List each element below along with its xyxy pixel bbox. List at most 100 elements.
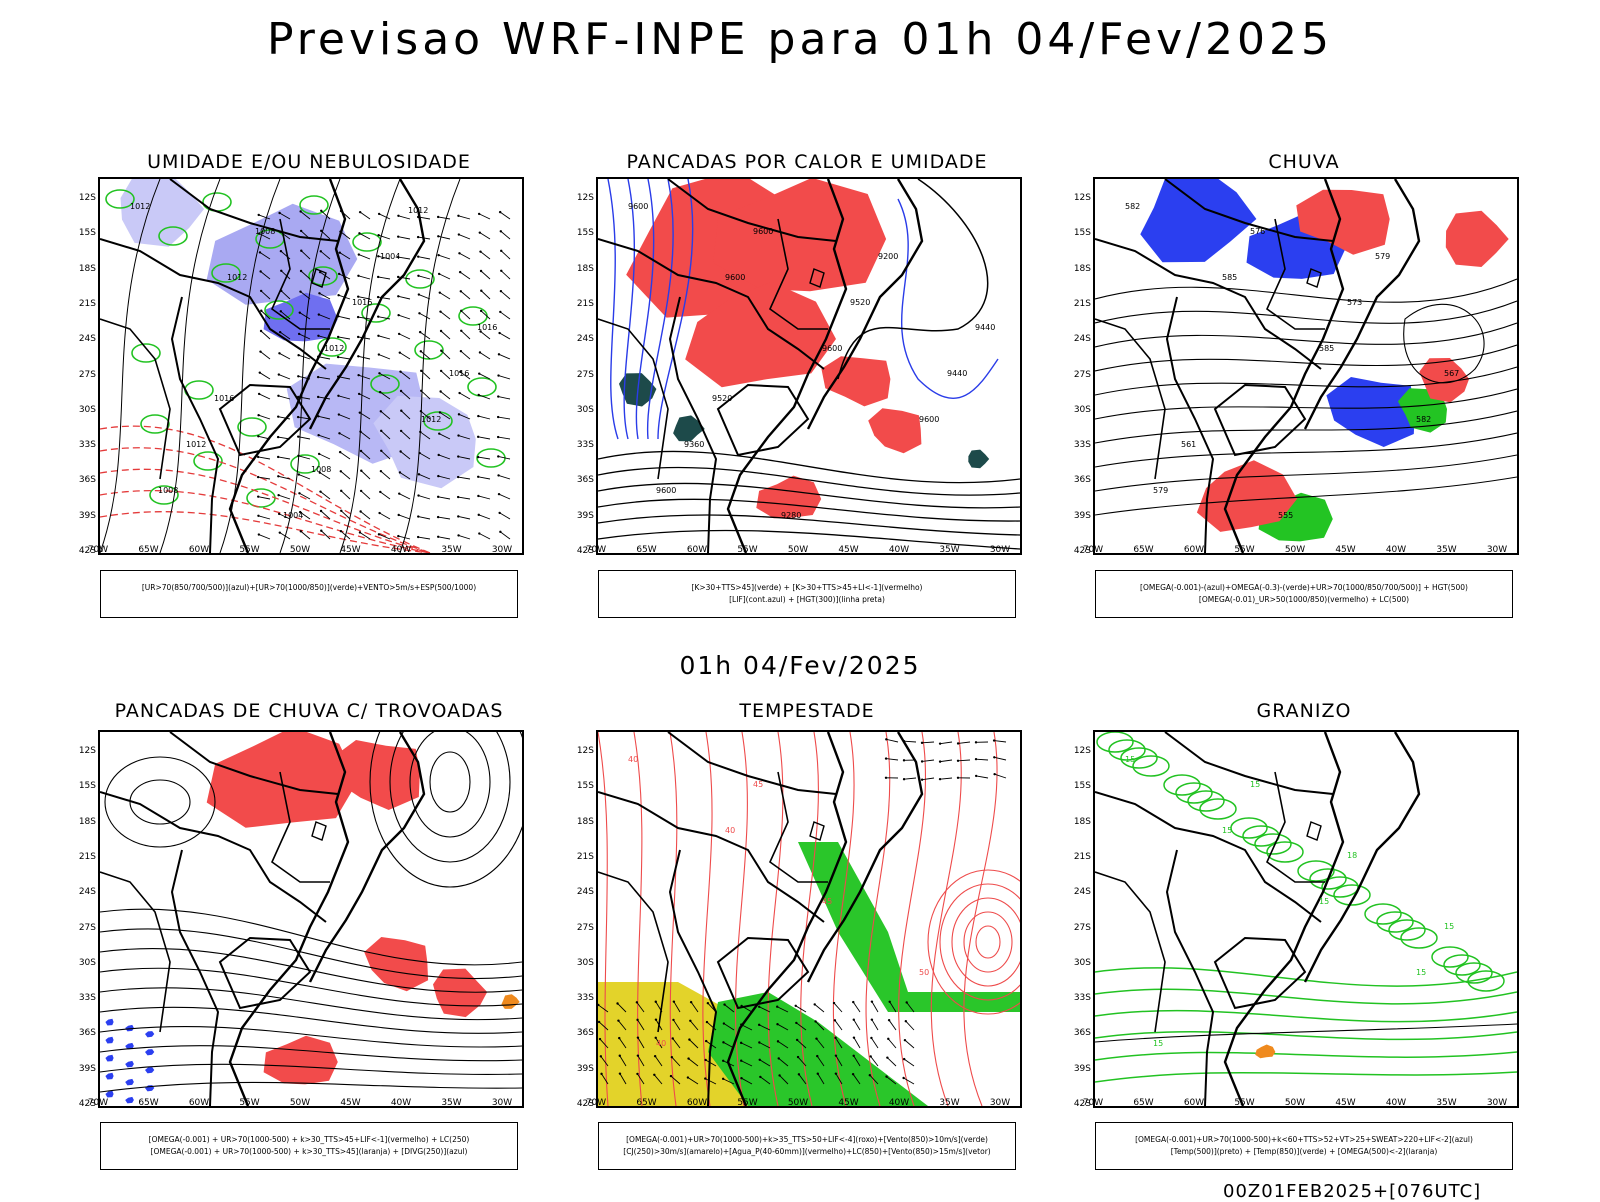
streamline-vortex (105, 757, 215, 847)
wind-vector (853, 1002, 860, 1012)
wind-vector (815, 1004, 824, 1012)
lat-tick-label: 36S (1061, 1028, 1091, 1038)
border-west (1165, 732, 1333, 794)
wind-arrow-head (459, 271, 461, 273)
wind-arrow (419, 295, 430, 299)
divergence-blue-fill (145, 1067, 154, 1073)
contour-label: 1016 (477, 323, 497, 332)
legend-line: [OMEGA(-0.001)+UR>70(1000-500)+k>35_TTS>… (599, 1134, 1015, 1146)
wind-vector-head (870, 1037, 872, 1039)
wind-arrow (338, 337, 350, 339)
wind-arrow-head (338, 432, 340, 434)
wind-vector-head (886, 1056, 888, 1058)
lon-tick-label: 55W (733, 1098, 763, 1108)
lon-tick-label: 30W (1482, 545, 1512, 555)
wind-arrow (259, 394, 270, 399)
wind-arrow-head (440, 350, 442, 352)
lat-tick-label: 36S (66, 475, 96, 485)
wind-arrow-head (380, 410, 382, 412)
wind-vector-head (776, 1023, 778, 1025)
wind-arrow (418, 537, 430, 539)
wind-vector (994, 757, 1006, 760)
legend-line: [CJ(250)>30m/s](amarelo)+[Agua_P(40-60mm… (599, 1146, 1015, 1158)
run-footer: 00Z01FEB2025+[076UTC] (1223, 1181, 1481, 1202)
wind-vector-head (885, 1075, 887, 1077)
wind-vector-head (636, 1001, 638, 1003)
wind-arrow-head (359, 531, 361, 533)
lon-tick-label: 35W (1432, 1098, 1462, 1108)
wind-vector-head (777, 1040, 779, 1042)
wind-vector (889, 1020, 896, 1030)
wind-vector-head (871, 1000, 873, 1002)
lat-tick-label: 24S (1061, 887, 1091, 897)
wind-arrow (478, 496, 490, 499)
state-box (312, 822, 326, 840)
wind-vector-head (957, 760, 959, 762)
lat-tick-label: 21S (564, 852, 594, 862)
lon-tick-label: 40W (386, 1098, 416, 1108)
lon-tick-label: 40W (884, 1098, 914, 1108)
contour-label: 9520 (712, 394, 732, 403)
lon-tick-label: 40W (1381, 1098, 1411, 1108)
rain-red-fill (1446, 211, 1509, 267)
contour-label: 1012 (186, 440, 206, 449)
contour-label: 1012 (324, 344, 344, 353)
wind-arrow (441, 391, 450, 399)
wind-arrow (461, 291, 470, 299)
humidity-lower-contour (203, 193, 231, 211)
wind-arrow-head (480, 290, 482, 292)
wind-arrow (278, 457, 290, 459)
wind-arrow-head (300, 530, 302, 532)
lat-tick-label: 27S (66, 923, 96, 933)
wind-arrow-head (437, 516, 439, 518)
lat-tick-label: 30S (1061, 958, 1091, 968)
wind-vector-head (852, 1001, 854, 1003)
wind-arrow-head (297, 354, 299, 356)
geopotential-contour (1095, 301, 1517, 323)
wind-vector-head (758, 1041, 760, 1043)
wind-arrow (419, 313, 430, 319)
wind-vector (976, 776, 988, 778)
legend-line: [UR>70(850/700/500)](azul)+[UR>70(1000/8… (101, 582, 517, 594)
wind-arrow (479, 534, 490, 539)
instability-red-fill (868, 408, 921, 453)
contour-label: 582 (1125, 202, 1140, 211)
lon-tick-label: 40W (386, 545, 416, 555)
wind-arrow-head (298, 333, 300, 335)
wind-vector-head (655, 1018, 657, 1020)
wind-arrow (398, 216, 410, 219)
lat-tick-label: 15S (564, 228, 594, 238)
wind-arrow-head (460, 310, 462, 312)
wind-arrow-head (399, 450, 401, 452)
wind-arrow (341, 491, 350, 499)
wind-arrow-head (398, 333, 400, 335)
lat-tick-label: 33S (564, 993, 594, 1003)
panel-legend: [OMEGA(-0.001)+UR>70(1000-500)+k>35_TTS>… (598, 1122, 1016, 1170)
lat-tick-label: 33S (1061, 440, 1091, 450)
contour-label: 15 (1444, 922, 1454, 931)
wind-vector (958, 760, 970, 761)
wind-arrow-head (440, 370, 442, 372)
panel-title: GRANIZO (1084, 700, 1524, 722)
panel-title: CHUVA (1084, 151, 1524, 173)
wind-arrow (478, 457, 490, 459)
wind-vector-head (672, 1037, 674, 1039)
wind-arrow-head (300, 270, 302, 272)
contour-label: 1012 (408, 206, 428, 215)
wind-arrow-head (478, 532, 480, 534)
temp850-contour (1095, 968, 1517, 986)
wind-vector-head (903, 1058, 905, 1060)
lat-tick-label: 15S (1061, 228, 1091, 238)
wind-vector-head (776, 1006, 778, 1008)
streamline-vortex (130, 780, 190, 824)
wind-arrow-head (477, 436, 479, 438)
lon-tick-label: 35W (437, 1098, 467, 1108)
lat-tick-label: 30S (1061, 405, 1091, 415)
wind-arrow-head (437, 254, 439, 256)
lat-tick-label: 18S (1061, 264, 1091, 274)
wind-arrow-head (477, 495, 479, 497)
wind-vector-head (600, 1055, 602, 1057)
wind-arrow (498, 417, 510, 419)
